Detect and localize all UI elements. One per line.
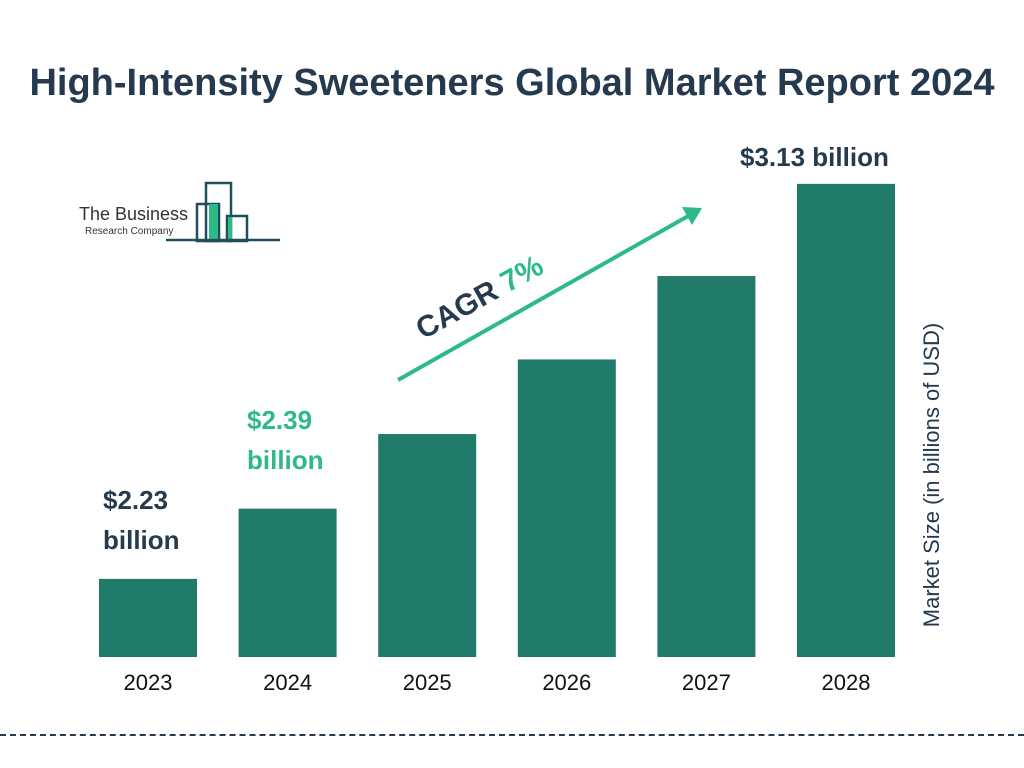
bar-2023 (99, 578, 197, 657)
cagr-arrow-line (397, 213, 691, 382)
footer-divider (0, 734, 1024, 736)
company-logo: The Business Research Company (60, 170, 300, 250)
data-label-2028: $3.13 billion (740, 142, 889, 172)
logo-text-line1: The Business (79, 204, 189, 224)
logo-text-line2: Research Company (85, 226, 174, 237)
x-tick-label-2027: 2027 (682, 670, 731, 695)
chart-title: High-Intensity Sweeteners Global Market … (29, 62, 995, 104)
x-tick-label-2024: 2024 (263, 670, 312, 695)
bar-2028 (797, 183, 895, 658)
bar-2025 (378, 434, 477, 657)
data-label-2024: $2.39 billion (247, 405, 324, 475)
x-tick-label-2025: 2025 (403, 670, 452, 695)
logo-buildings-icon (166, 181, 280, 243)
cagr-arrow-head (682, 207, 702, 225)
bar-2026 (517, 359, 616, 657)
data-label-2023: $2.23 billion (103, 485, 180, 555)
y-axis-label: Market Size (in billions of USD) (919, 322, 944, 628)
x-tick-label-2023: 2023 (124, 670, 173, 695)
bar-2024 (238, 508, 337, 657)
bar-2027 (657, 276, 756, 657)
x-tick-label-2028: 2028 (822, 670, 871, 695)
x-tick-label-2026: 2026 (542, 670, 591, 695)
